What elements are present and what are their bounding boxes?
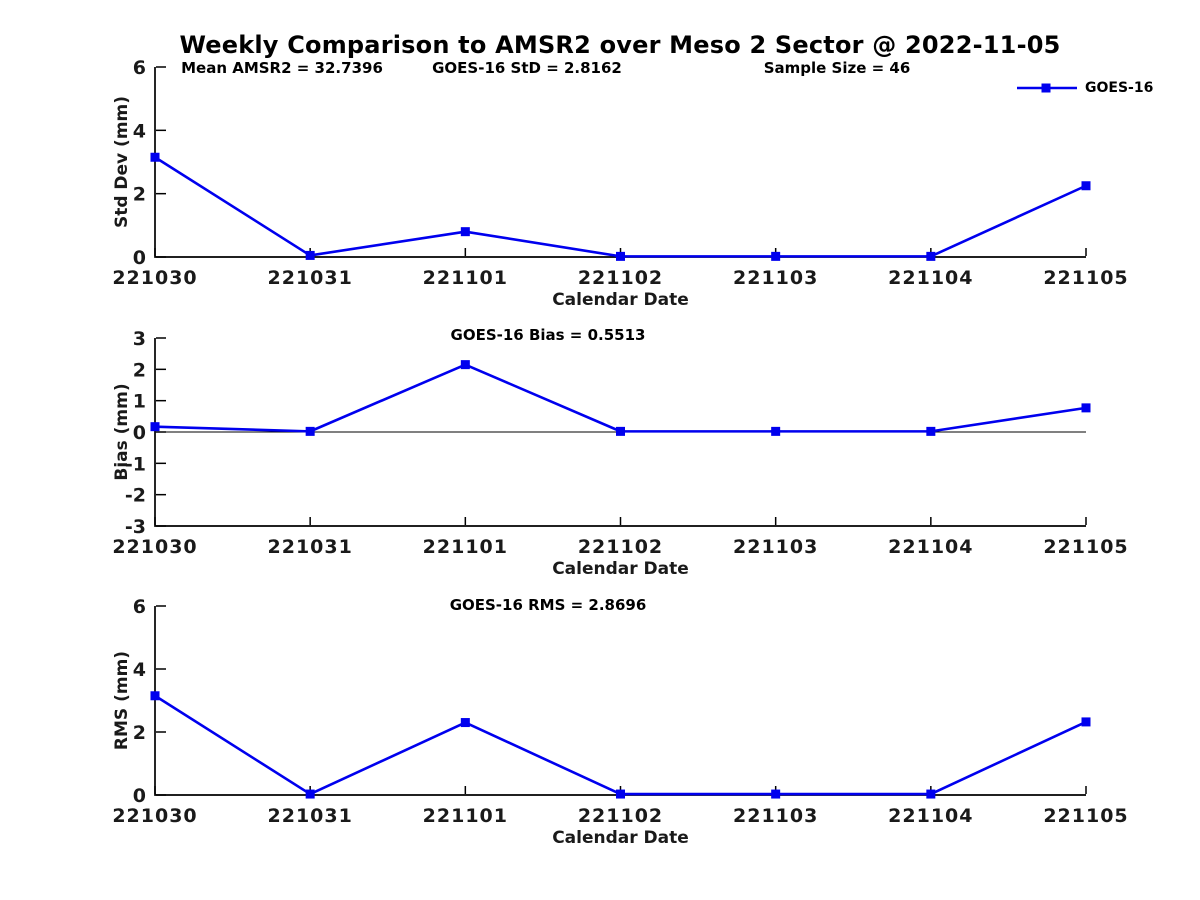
x-tick-label: 221104 xyxy=(888,536,973,558)
axis-spines xyxy=(154,606,1086,796)
data-marker xyxy=(460,360,470,370)
y-tick-label: 0 xyxy=(133,422,146,444)
subplot-rms: 0 2 4 6 221030 221031 221101 221102 221103 221104… xyxy=(112,596,1128,848)
figure-title: Weekly Comparison to AMSR2 over Meso 2 S… xyxy=(179,31,1061,59)
x-tick-label: 221030 xyxy=(112,267,197,289)
data-marker xyxy=(150,152,160,162)
x-tick-label: 221030 xyxy=(112,536,197,558)
y-tick-label: 6 xyxy=(133,596,146,618)
x-tick-label: 221101 xyxy=(423,805,508,827)
y-tick-label: -3 xyxy=(125,516,146,538)
annotation-text: Mean AMSR2 = 32.7396 xyxy=(181,59,383,77)
axis-spines xyxy=(154,338,1086,527)
y-tick-label: 4 xyxy=(133,659,146,681)
x-axis-label: Calendar Date xyxy=(552,559,689,579)
x-tick-label: 221031 xyxy=(268,536,353,558)
data-marker xyxy=(150,422,160,432)
x-tick-label: 221103 xyxy=(733,267,818,289)
x-tick-label: 221103 xyxy=(733,536,818,558)
y-axis-label: Bias (mm) xyxy=(112,383,132,480)
x-tick-label: 221101 xyxy=(423,267,508,289)
data-line xyxy=(153,694,1088,796)
subplot-stddev: 0 2 4 6 221030 221031 221101 221102 221103 221104… xyxy=(112,57,1128,310)
data-marker xyxy=(460,718,470,728)
x-axis-label: Calendar Date xyxy=(552,828,689,848)
x-tick-label: 221031 xyxy=(268,267,353,289)
x-tick-label: 221105 xyxy=(1043,267,1128,289)
data-marker xyxy=(771,426,781,436)
annotation-text: GOES-16 StD = 2.8162 xyxy=(432,59,622,77)
y-axis-label: Std Dev (mm) xyxy=(112,96,132,228)
x-tick-label: 221102 xyxy=(578,536,663,558)
data-marker xyxy=(305,250,315,260)
y-tick-label: 3 xyxy=(133,328,146,350)
data-marker xyxy=(771,789,781,799)
data-marker xyxy=(305,426,315,436)
x-tick-label: 221030 xyxy=(112,805,197,827)
y-tick-label: -1 xyxy=(125,453,146,475)
data-marker xyxy=(1081,717,1091,727)
legend-line-marker-icon xyxy=(1017,83,1077,93)
data-marker xyxy=(926,789,936,799)
legend: GOES-16 xyxy=(1016,79,1153,97)
y-axis-label: RMS (mm) xyxy=(112,651,132,750)
data-marker xyxy=(460,227,470,237)
legend-label: GOES-16 xyxy=(1085,80,1154,96)
x-tick-label: 221101 xyxy=(423,536,508,558)
x-axis-label: Calendar Date xyxy=(552,290,689,310)
y-tick-label: 1 xyxy=(133,391,146,413)
y-tick-label: 4 xyxy=(133,120,146,142)
data-marker xyxy=(926,426,936,436)
y-tick-label: 0 xyxy=(133,247,146,269)
data-marker xyxy=(771,251,781,261)
x-tick-label: 221104 xyxy=(888,805,973,827)
y-tick-label: -2 xyxy=(125,485,146,507)
data-marker xyxy=(616,426,625,436)
x-tick-label: 221102 xyxy=(578,267,663,289)
data-marker xyxy=(150,691,160,701)
subplot-bias: -3 -2 -1 0 1 2 3 221030 221031 221101 221102 221103… xyxy=(112,326,1128,579)
data-marker xyxy=(1081,403,1091,413)
data-line xyxy=(153,155,1088,258)
y-tick-label: 2 xyxy=(133,184,146,206)
y-tick-label: 2 xyxy=(133,359,146,381)
annotation-text: Sample Size = 46 xyxy=(764,59,911,77)
data-marker xyxy=(1081,181,1091,191)
y-tick-label: 6 xyxy=(133,57,146,79)
y-tick-label: 0 xyxy=(133,785,146,807)
x-tick-label: 221105 xyxy=(1043,805,1128,827)
data-line xyxy=(153,363,1088,433)
x-tick-label: 221031 xyxy=(268,805,353,827)
annotation-text: GOES-16 Bias = 0.5513 xyxy=(451,326,646,344)
annotation-text: GOES-16 RMS = 2.8696 xyxy=(450,596,647,614)
data-marker xyxy=(616,251,625,261)
x-tick-label: 221104 xyxy=(888,267,973,289)
y-tick-label: 2 xyxy=(133,722,146,744)
x-tick-label: 221102 xyxy=(578,805,663,827)
axis-spines xyxy=(154,67,1086,258)
x-tick-label: 221105 xyxy=(1043,536,1128,558)
data-marker xyxy=(616,789,625,799)
data-marker xyxy=(305,789,315,799)
data-marker xyxy=(926,251,936,261)
x-tick-label: 221103 xyxy=(733,805,818,827)
